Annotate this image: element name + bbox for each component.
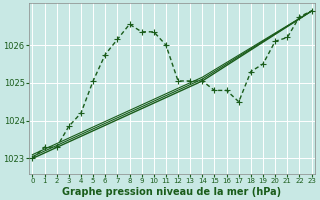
X-axis label: Graphe pression niveau de la mer (hPa): Graphe pression niveau de la mer (hPa) [62,187,282,197]
